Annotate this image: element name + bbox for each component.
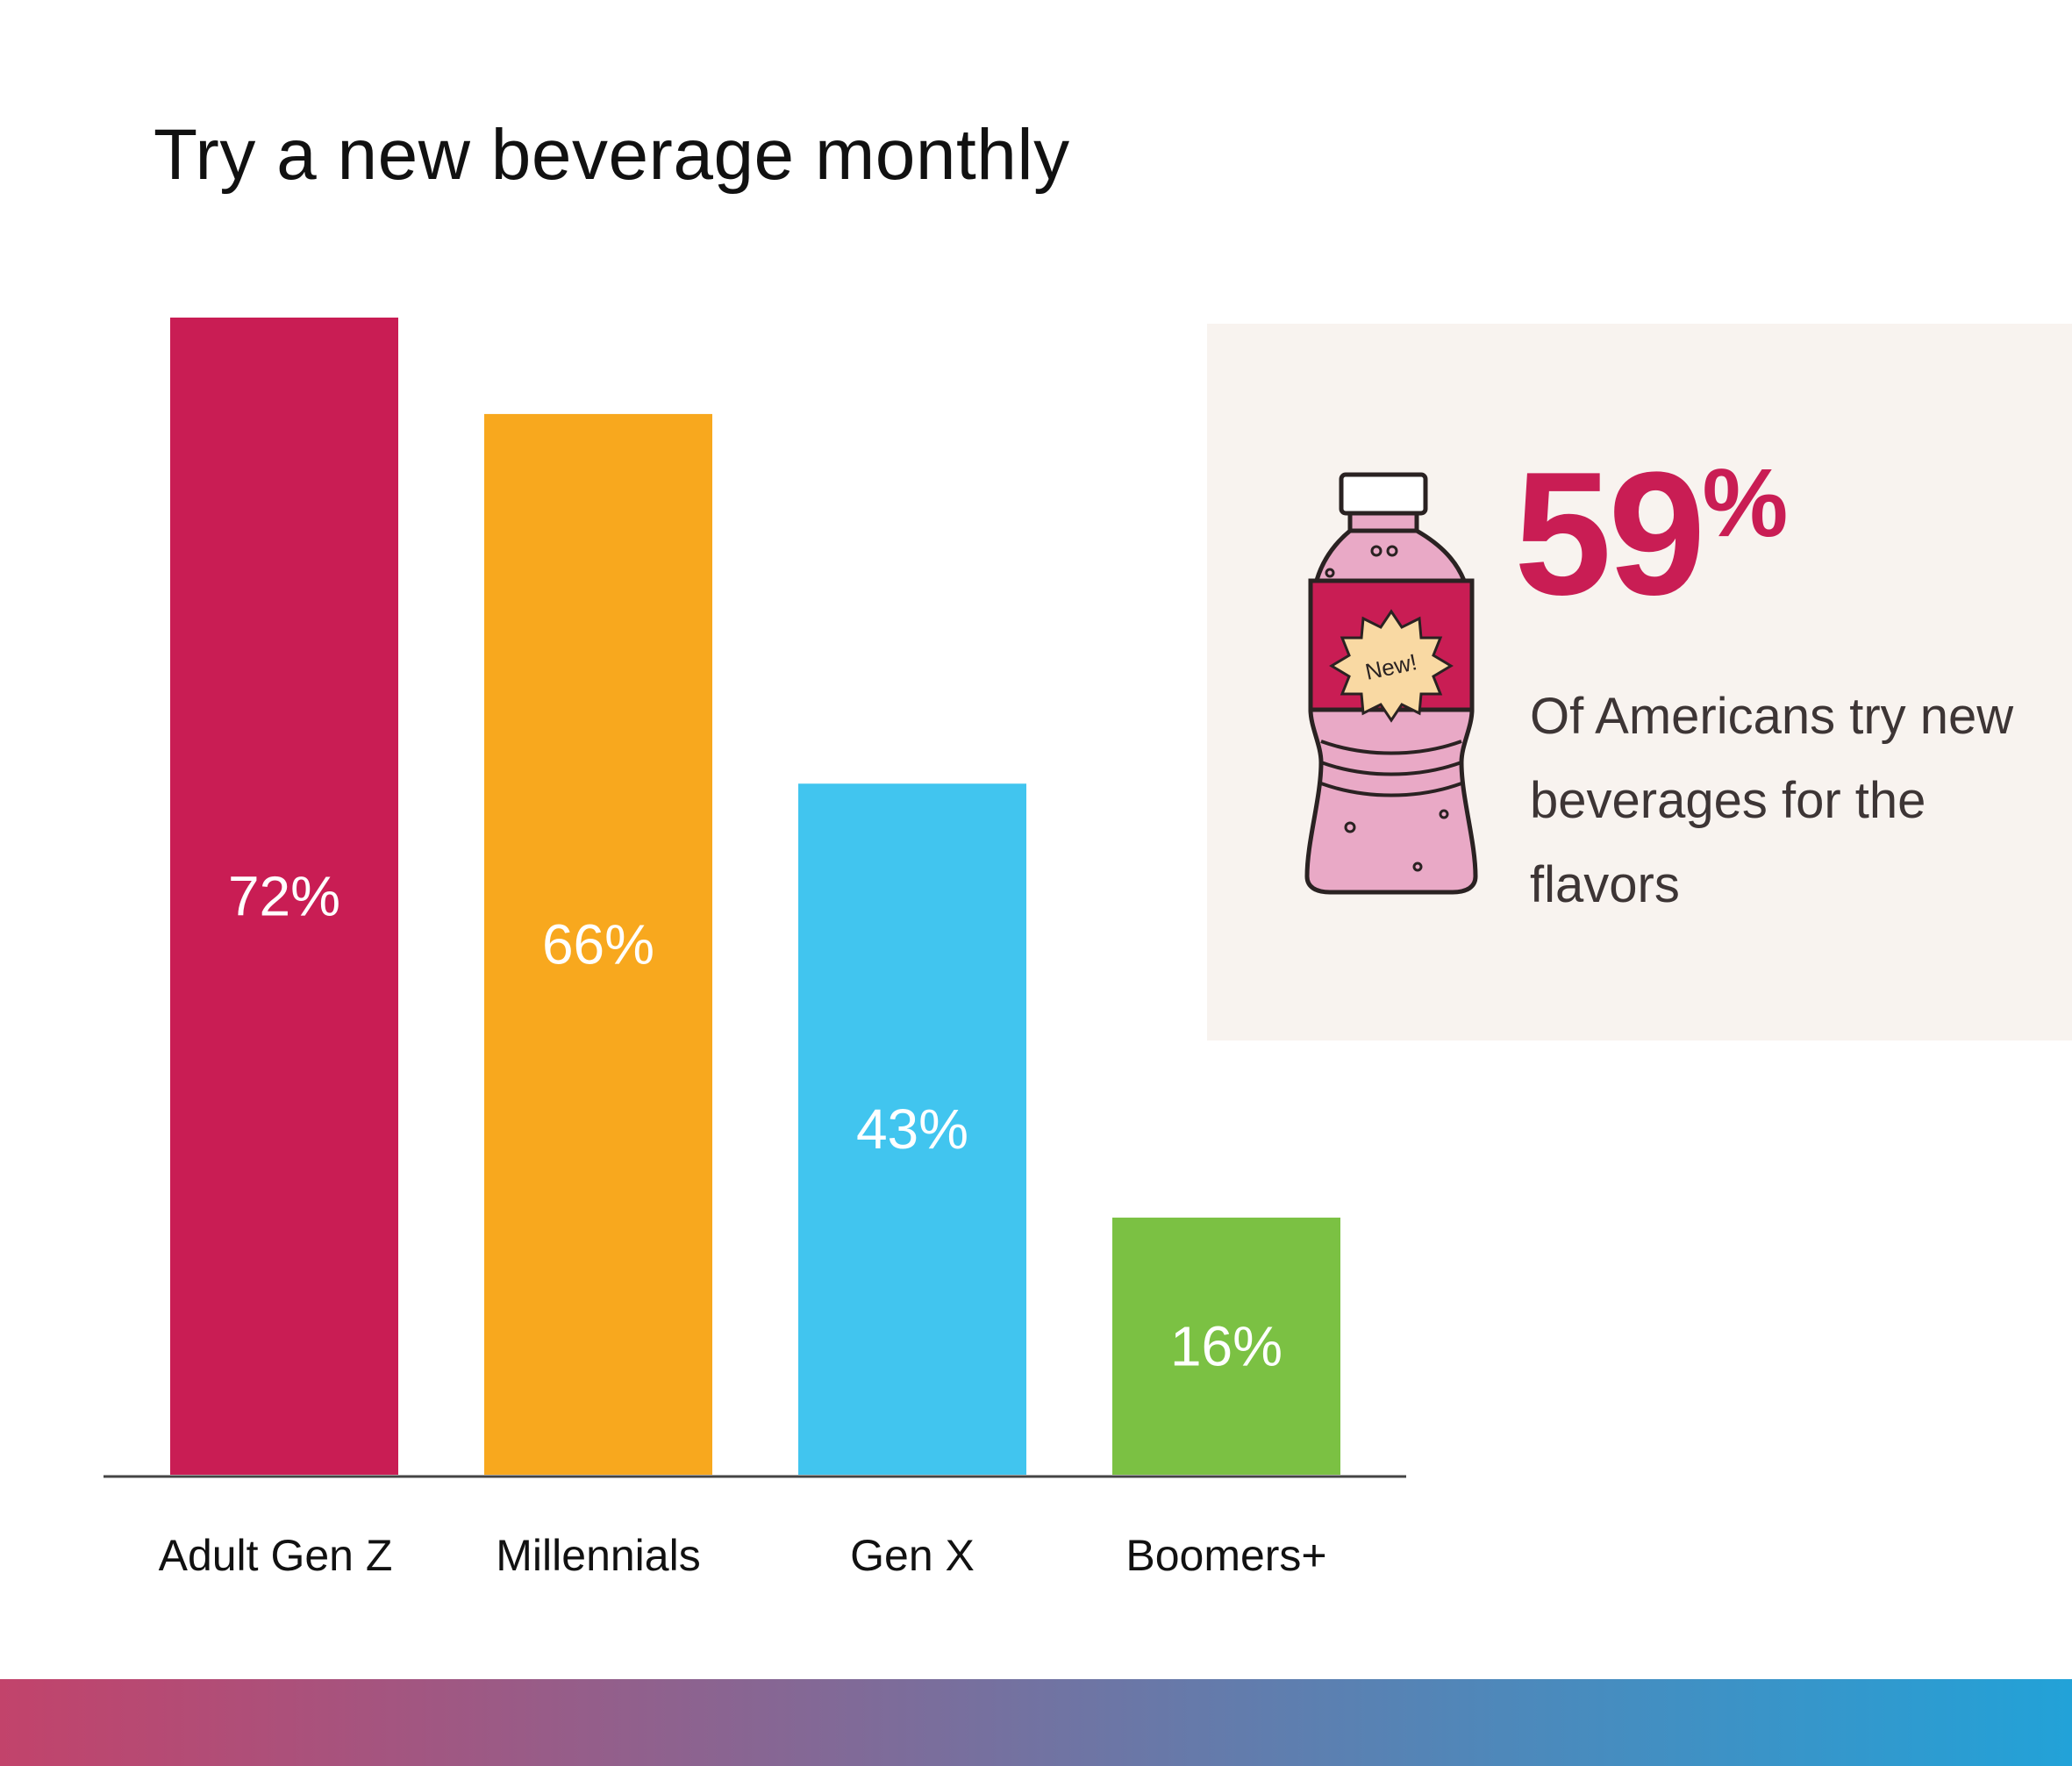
bottle-cap <box>1339 472 1428 516</box>
bubble-shape <box>1325 568 1335 578</box>
callout-description: Of Americans try new beverages for the f… <box>1530 688 2014 913</box>
bottle-neck <box>1347 511 1419 533</box>
bubble-shape <box>1370 545 1383 557</box>
footer-gradient-band <box>0 1679 2072 1766</box>
bubble-shape <box>1344 821 1356 833</box>
callout-percentage: 59% <box>1514 447 1788 622</box>
bubble-shape <box>1439 809 1449 819</box>
bottle-rib <box>1320 782 1462 797</box>
callout-number: 59 <box>1514 436 1705 632</box>
bottle-rib <box>1320 740 1462 755</box>
bar-gen-x <box>798 783 1026 1475</box>
stat-callout-panel: New! 59% Of Americans try new beverages … <box>1207 324 2072 1040</box>
bubble-shape <box>1386 545 1398 557</box>
category-label: Gen X <box>850 1531 975 1580</box>
bar-value-label: 16% <box>1170 1314 1282 1377</box>
bubble-shape <box>1412 862 1423 872</box>
category-label: Adult Gen Z <box>159 1531 393 1580</box>
bottle-rib <box>1320 761 1462 776</box>
bar-value-label: 43% <box>856 1097 968 1161</box>
category-label: Millennials <box>496 1531 700 1580</box>
new-badge-burst <box>1329 609 1454 723</box>
bar-millennials <box>484 413 712 1476</box>
chart-title: Try a new beverage monthly <box>154 115 1070 195</box>
bottle-icon: New! <box>1304 472 1478 895</box>
bar-value-label: 72% <box>228 865 340 928</box>
bar-chart: 72% 66% 43% 16% Adult Gen Z Millennials Gen X… <box>104 318 1406 1580</box>
bar-adult-gen-z <box>170 318 398 1475</box>
callout-percent-sign: % <box>1702 449 1788 557</box>
category-label: Boomers+ <box>1125 1531 1326 1580</box>
gradient-band-fill <box>0 1679 2072 1766</box>
bars-layer: 72% 66% 43% 16% <box>170 318 1340 1476</box>
bar-value-label: 66% <box>542 912 654 976</box>
bar-boomers <box>1112 1217 1340 1475</box>
labels-layer: Adult Gen Z Millennials Gen X Boomers+ <box>159 1531 1327 1580</box>
